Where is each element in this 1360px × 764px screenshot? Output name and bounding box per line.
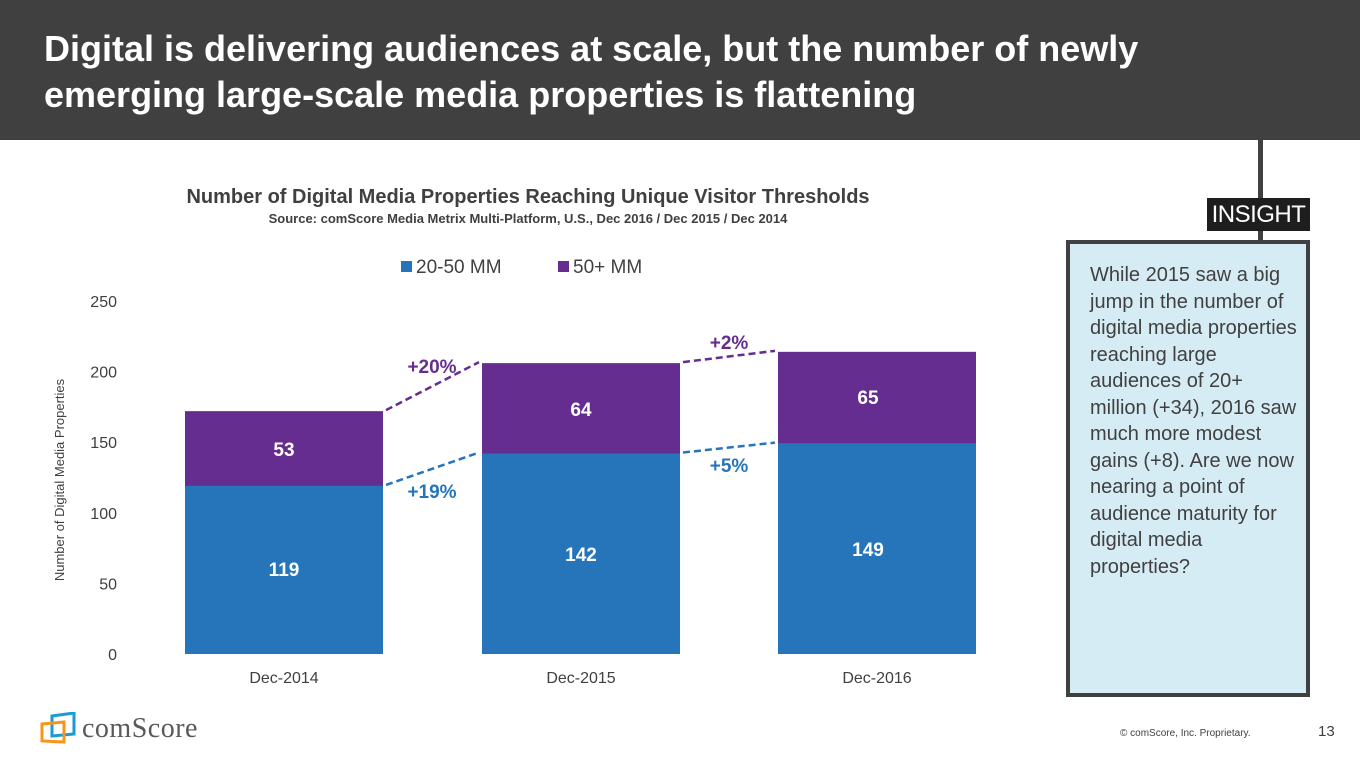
header-bar — [0, 0, 1360, 140]
slide-title: Digital is delivering audiences at scale… — [44, 28, 1139, 115]
bar-50plus-Dec-2015 — [482, 363, 680, 454]
chart-subtitle: Source: comScore Media Metrix Multi-Plat… — [268, 211, 788, 226]
legend-swatch — [558, 261, 569, 272]
bar-50plus-Dec-2014 — [185, 411, 383, 486]
y-tick-label: 150 — [90, 435, 117, 452]
annotation-total-growth: +20% — [407, 357, 456, 378]
y-tick-label: 200 — [90, 365, 117, 382]
x-tick-label: Dec-2016 — [842, 670, 911, 687]
connector-line — [1258, 140, 1263, 240]
comscore-logo-icon — [40, 712, 76, 744]
data-label: 64 — [570, 400, 592, 421]
y-tick-label: 100 — [90, 506, 117, 523]
insight-tag: INSIGHT — [1207, 198, 1310, 231]
data-label: 119 — [269, 560, 300, 581]
page-number: 13 — [1318, 723, 1335, 740]
y-axis-label: Number of Digital Media Properties — [52, 378, 67, 581]
insight-box: While 2015 saw a big jump in the number … — [1066, 240, 1310, 697]
growth-line-total — [682, 349, 776, 364]
chart-title: Number of Digital Media Properties Reach… — [186, 186, 870, 208]
x-tick-label: Dec-2014 — [249, 670, 318, 687]
legend-label: 20-50 MM — [416, 257, 502, 278]
data-label: 53 — [273, 440, 294, 461]
y-tick-label: 250 — [90, 294, 117, 311]
bar-20-50-Dec-2014 — [185, 485, 383, 654]
data-label: 65 — [857, 388, 879, 409]
bar-20-50-Dec-2016 — [778, 443, 976, 654]
comscore-logo-text: comScore — [82, 713, 198, 744]
y-tick-label: 0 — [108, 647, 117, 664]
annotation-base-growth: +5% — [710, 456, 749, 477]
insight-text: While 2015 saw a big jump in the number … — [1090, 264, 1297, 578]
annotation-total-growth: +2% — [710, 333, 749, 354]
annotation-base-growth: +19% — [407, 482, 456, 503]
growth-line-base — [385, 451, 480, 487]
bar-20-50-Dec-2015 — [482, 453, 680, 654]
legend-swatch — [401, 261, 412, 272]
x-tick-label: Dec-2015 — [546, 670, 615, 687]
y-tick-label: 50 — [99, 576, 117, 593]
copyright: © comScore, Inc. Proprietary. — [1120, 728, 1251, 739]
growth-line-total — [385, 361, 480, 412]
chart: 0 50 100 150 200 250 Number of Digital Media P… — [52, 257, 976, 687]
data-label: 149 — [852, 540, 884, 561]
data-label: 142 — [565, 545, 597, 566]
bar-50plus-Dec-2016 — [778, 351, 976, 444]
growth-line-base — [682, 441, 776, 454]
legend-label: 50+ MM — [573, 257, 642, 278]
